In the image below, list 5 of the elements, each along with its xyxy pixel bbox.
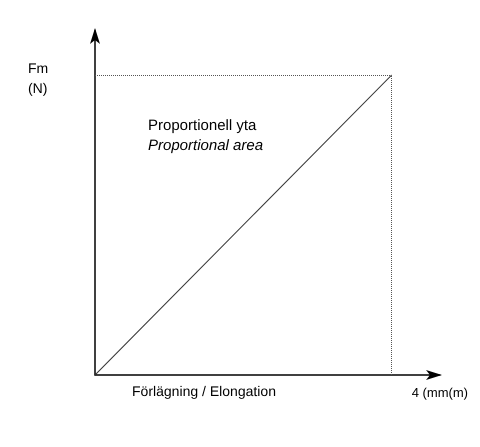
annotation: Proportional area	[148, 137, 264, 154]
text: 4 (mm(m)	[412, 385, 468, 400]
y-axis-title: Fm (N)	[28, 60, 48, 96]
x-axis-title: Förlägning / Elongation	[132, 383, 276, 399]
annotation: Proportionell yta	[148, 117, 258, 134]
